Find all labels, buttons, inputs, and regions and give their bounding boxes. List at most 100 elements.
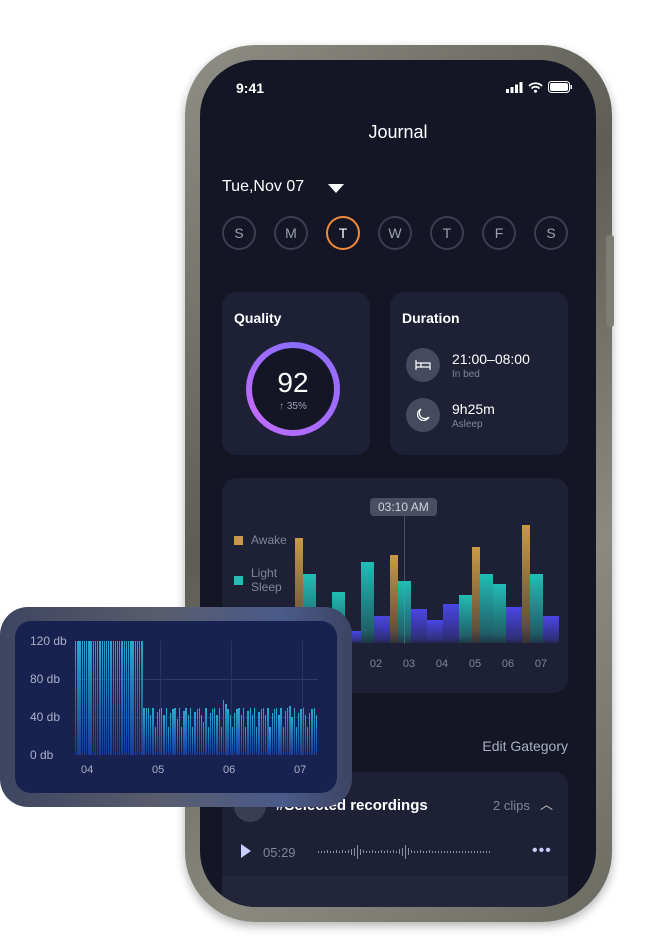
noise-bar (304, 715, 307, 755)
gridline (75, 679, 318, 680)
noise-bar (247, 711, 249, 755)
noise-bar (258, 712, 260, 755)
noise-bar (209, 713, 212, 755)
noise-bar (218, 707, 220, 755)
quality-score: 92 (277, 366, 309, 398)
x-tick: 06 (223, 764, 236, 776)
noise-bar (205, 707, 207, 755)
noise-bar (174, 707, 176, 755)
noise-bar (105, 641, 108, 755)
moon-icon (406, 398, 440, 432)
bar-light (493, 584, 506, 643)
noise-bar (194, 712, 196, 755)
noise-bar (134, 641, 136, 755)
noise-bar (214, 707, 216, 755)
noise-bar (284, 711, 287, 755)
noise-bar (192, 726, 194, 755)
noise-bar (293, 707, 295, 755)
noise-bar (238, 707, 240, 755)
noise-bar (147, 707, 150, 755)
chevron-up-icon[interactable]: ︿ (540, 797, 554, 812)
noise-bar (291, 717, 293, 755)
noise-bar (295, 726, 298, 755)
legend-label: Awake (251, 533, 287, 547)
noise-bar (178, 707, 181, 755)
noise-bar (185, 707, 187, 755)
noise-bar (231, 726, 234, 755)
noise-bar (79, 641, 81, 755)
quality-title: Quality (234, 310, 282, 326)
day-6[interactable]: S (534, 216, 568, 250)
gridline (160, 641, 161, 755)
stage-bars (222, 478, 568, 693)
noise-bar (313, 707, 315, 755)
noise-bar (300, 709, 302, 755)
noise-bar (143, 707, 145, 755)
edit-category-link[interactable]: Edit Gategory (482, 738, 568, 754)
noise-bar (269, 726, 271, 755)
noise-bar (211, 709, 214, 755)
noise-bar (156, 712, 159, 755)
day-2[interactable]: T (326, 216, 360, 250)
quality-change: ↑ 35% (279, 400, 307, 412)
noise-bar (161, 707, 163, 755)
noise-bar (306, 726, 309, 755)
asleep-label: Asleep (452, 418, 483, 430)
noise-bar (245, 726, 247, 755)
bar-light (361, 562, 374, 643)
duration-card[interactable]: Duration 21:00–08:00 In bed 9h25m Asleep (390, 292, 568, 455)
noise-bar (251, 715, 254, 755)
noise-bar (132, 641, 134, 755)
noise-bar (172, 709, 174, 755)
date-selector[interactable]: Tue,Nov 07 (222, 178, 305, 195)
noise-bar (198, 707, 201, 755)
noise-bar (278, 715, 280, 755)
noise-bar (262, 707, 265, 755)
day-4[interactable]: T (430, 216, 464, 250)
noise-bar (150, 715, 152, 755)
noise-bar (273, 709, 276, 755)
noise-bar (119, 641, 121, 755)
noise-bar (207, 726, 209, 755)
waveform[interactable] (318, 842, 492, 862)
legend-awake: Awake (234, 533, 287, 547)
noise-bar (169, 713, 172, 755)
noise-bar (121, 641, 123, 755)
bar-light (459, 595, 472, 643)
bar-light (398, 581, 411, 643)
recording-row-2[interactable] (222, 876, 568, 907)
x-tick: 04 (435, 658, 449, 670)
noise-bar (123, 641, 125, 755)
noise-bar (236, 709, 238, 755)
day-0[interactable]: S (222, 216, 256, 250)
noise-bar (280, 707, 282, 755)
x-tick: 06 (501, 658, 515, 670)
noise-bar (187, 715, 189, 755)
noise-bar (114, 641, 117, 755)
day-1[interactable]: M (274, 216, 308, 250)
noise-bar (276, 707, 278, 755)
caret-down-icon[interactable] (328, 184, 344, 193)
day-5[interactable]: F (482, 216, 516, 250)
noise-bar (189, 707, 192, 755)
noise-bar (282, 726, 284, 755)
day-3[interactable]: W (378, 216, 412, 250)
status-icons (506, 81, 572, 93)
noise-bar (90, 641, 92, 755)
side-button (606, 235, 614, 327)
noise-bar (203, 721, 205, 755)
noise-bar (145, 707, 147, 755)
noise-bar (234, 713, 236, 755)
asleep-value: 9h25m (452, 400, 495, 417)
in-bed-value: 21:00–08:00 (452, 350, 530, 367)
gridline (302, 641, 303, 755)
noise-bar (271, 713, 273, 755)
play-icon[interactable] (240, 843, 252, 864)
noise-bar (249, 707, 251, 755)
x-tick: 03 (402, 658, 416, 670)
more-icon[interactable]: ••• (532, 842, 552, 859)
noise-bar (181, 726, 183, 755)
noise-bar (108, 641, 110, 755)
bar-deep (443, 604, 459, 643)
quality-card[interactable]: Quality 92 ↑ 35% (222, 292, 370, 455)
